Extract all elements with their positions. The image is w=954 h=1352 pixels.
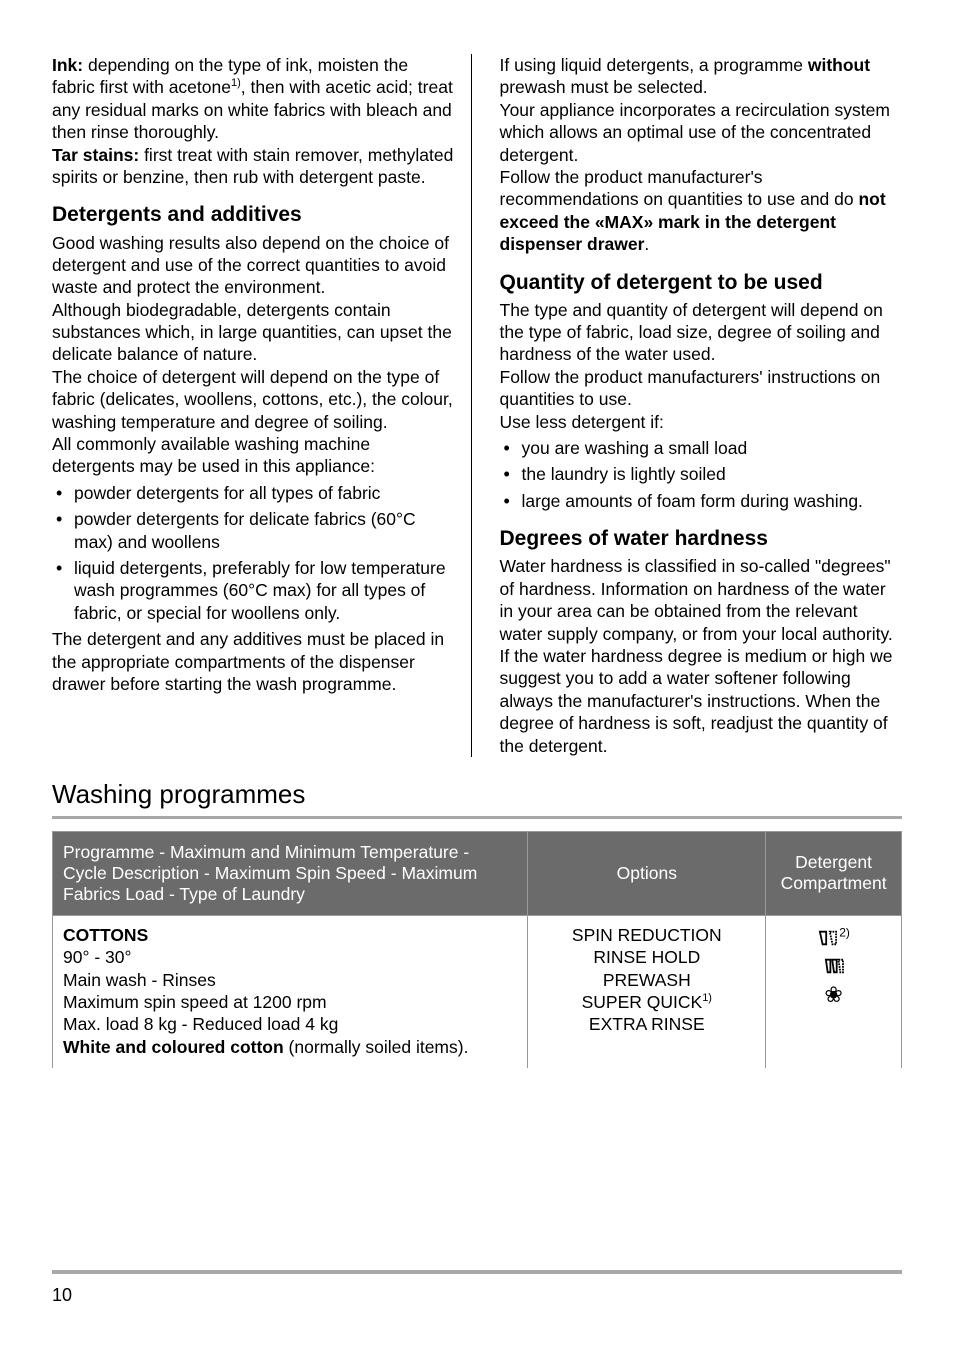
quantity-li1: you are washing a small load <box>500 437 903 459</box>
right-column: If using liquid detergents, a programme … <box>496 54 903 757</box>
programmes-heading: Washing programmes <box>52 779 902 810</box>
detergents-heading: Detergents and additives <box>52 202 455 227</box>
compartment-prewash-row: 2) <box>776 924 891 952</box>
ink-label: Ink: <box>52 55 83 75</box>
cottons-temp: 90° - 30° <box>63 946 517 968</box>
cottons-desc2: Maximum spin speed at 1200 rpm <box>63 991 517 1013</box>
quantity-p3: Use less detergent if: <box>500 411 903 433</box>
page-number: 10 <box>52 1285 72 1306</box>
detergents-p3: The choice of detergent will depend on t… <box>52 366 455 433</box>
left-column: Ink: depending on the type of ink, moist… <box>52 54 472 757</box>
two-column-layout: Ink: depending on the type of ink, moist… <box>52 54 902 757</box>
cell-options: SPIN REDUCTION RINSE HOLD PREWASH SUPER … <box>528 915 766 1068</box>
mainwash-compartment-icon <box>823 957 845 975</box>
table-header-row: Programme - Maximum and Minimum Temperat… <box>53 831 902 915</box>
compartment-footnote: 2) <box>839 925 850 939</box>
liquid-p1b: prewash must be selected. <box>500 77 708 97</box>
prewash-compartment-icon <box>817 929 839 947</box>
tar-label: Tar stains: <box>52 145 139 165</box>
quantity-p2: Follow the product manufacturers' instru… <box>500 366 903 411</box>
tar-paragraph: Tar stains: first treat with stain remov… <box>52 144 455 189</box>
compartment-mainwash-row <box>776 952 891 980</box>
cell-programme: COTTONS 90° - 30° Main wash - Rinses Max… <box>53 915 528 1068</box>
hardness-p1: Water hardness is classified in so-calle… <box>500 555 903 757</box>
quantity-li2: the laundry is lightly soiled <box>500 463 903 485</box>
programmes-table: Programme - Maximum and Minimum Temperat… <box>52 831 902 1068</box>
table-header-programme: Programme - Maximum and Minimum Temperat… <box>53 831 528 915</box>
option-rinse-hold: RINSE HOLD <box>538 946 755 968</box>
cottons-desc4: White and coloured cotton (normally soil… <box>63 1036 517 1058</box>
detergents-p1: Good washing results also depend on the … <box>52 232 455 299</box>
cottons-desc4-bold: White and coloured cotton <box>63 1037 284 1057</box>
detergents-p5: The detergent and any additives must be … <box>52 628 455 695</box>
liquid-p1a: If using liquid detergents, a programme <box>500 55 808 75</box>
liquid-p3: Follow the product manufacturer's recomm… <box>500 166 903 256</box>
cottons-desc4-rest: (normally soiled items). <box>284 1037 469 1057</box>
option-extra-rinse: EXTRA RINSE <box>538 1013 755 1035</box>
compartment-icons: 2) ❀ <box>776 924 891 1011</box>
liquid-without-bold: without <box>808 55 870 75</box>
detergents-p2: Although biodegradable, detergents conta… <box>52 299 455 366</box>
quantity-p1: The type and quantity of detergent will … <box>500 299 903 366</box>
option-spin-reduction: SPIN REDUCTION <box>538 924 755 946</box>
footer-rule <box>52 1270 902 1274</box>
liquid-p3b: . <box>644 234 649 254</box>
option-super-quick: SUPER QUICK1) <box>538 991 755 1013</box>
ink-paragraph: Ink: depending on the type of ink, moist… <box>52 54 455 144</box>
detergents-p4: All commonly available washing machine d… <box>52 433 455 478</box>
option-super-quick-sup: 1) <box>702 992 712 1004</box>
programmes-rule <box>52 816 902 819</box>
quantity-list: you are washing a small load the laundry… <box>500 437 903 512</box>
table-header-compartment: Detergent Compartment <box>766 831 902 915</box>
liquid-p2: Your appliance incorporates a recirculat… <box>500 99 903 166</box>
liquid-p3a: Follow the product manufacturer's recomm… <box>500 167 859 209</box>
hardness-heading: Degrees of water hardness <box>500 526 903 551</box>
softener-compartment-icon: ❀ <box>824 982 842 1007</box>
ink-footnote-ref: 1) <box>231 78 241 90</box>
detergents-li3: liquid detergents, preferably for low te… <box>52 557 455 624</box>
detergents-li2: powder detergents for delicate fabrics (… <box>52 508 455 553</box>
quantity-li3: large amounts of foam form during washin… <box>500 490 903 512</box>
option-prewash: PREWASH <box>538 969 755 991</box>
compartment-softener-row: ❀ <box>776 980 891 1011</box>
cell-compartment: 2) ❀ <box>766 915 902 1068</box>
liquid-p1: If using liquid detergents, a programme … <box>500 54 903 99</box>
table-row-cottons: COTTONS 90° - 30° Main wash - Rinses Max… <box>53 915 902 1068</box>
detergents-li1: powder detergents for all types of fabri… <box>52 482 455 504</box>
cottons-desc1: Main wash - Rinses <box>63 969 517 991</box>
quantity-heading: Quantity of detergent to be used <box>500 270 903 295</box>
detergents-list: powder detergents for all types of fabri… <box>52 482 455 624</box>
cottons-name: COTTONS <box>63 924 517 946</box>
cottons-desc3: Max. load 8 kg - Reduced load 4 kg <box>63 1013 517 1035</box>
option-super-quick-text: SUPER QUICK <box>582 992 703 1012</box>
table-header-options: Options <box>528 831 766 915</box>
